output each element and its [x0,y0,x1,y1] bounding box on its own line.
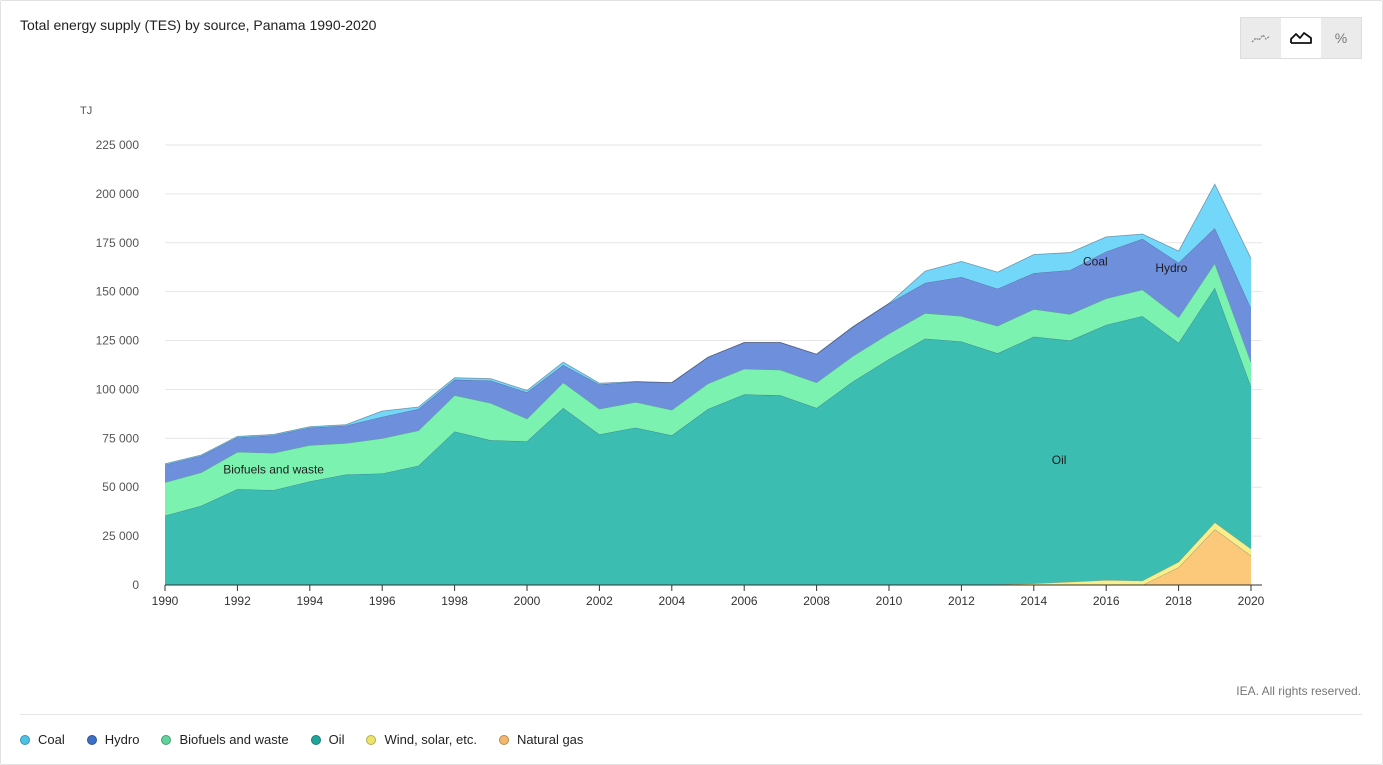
area-series-biofuels-and-waste [165,263,1251,516]
legend: Coal Hydro Biofuels and waste Oil Wind, … [20,732,605,747]
legend-label-natural-gas: Natural gas [516,732,584,747]
y-tick-label: 25 000 [102,529,139,543]
x-tick-label: 2010 [876,594,903,608]
y-tick-label: 175 000 [96,236,140,250]
x-tick-label: 2006 [731,594,758,608]
legend-label-coal: Coal [38,732,65,747]
area-chart-icon [1290,32,1312,44]
legend-label-oil: Oil [328,732,345,747]
legend-swatch-natural-gas [498,734,509,745]
x-tick-label: 1990 [152,594,179,608]
series-annotation: Coal [1083,254,1108,268]
x-tick-label: 1992 [224,594,251,608]
chart-title: Total energy supply (TES) by source, Pan… [20,17,377,33]
x-tick-label: 2020 [1238,594,1265,608]
x-tick-label: 2002 [586,594,613,608]
area-series-hydro [165,228,1251,483]
y-axis-unit-label: TJ [80,105,92,117]
copyright-credit: IEA. All rights reserved. [1236,684,1361,698]
legend-item-hydro[interactable]: Hydro [86,732,140,747]
area-series-oil [165,287,1251,585]
x-tick-label: 2016 [1093,594,1120,608]
area-edge-coal [164,183,1252,465]
area-chart-button[interactable] [1281,18,1321,58]
footer-divider [20,714,1362,715]
series-annotation: Oil [1052,453,1067,467]
legend-label-hydro: Hydro [104,732,140,747]
y-tick-label: 100 000 [96,382,140,396]
x-tick-label: 2014 [1020,594,1047,608]
line-chart-icon [1251,33,1271,43]
y-tick-label: 0 [132,578,139,592]
percent-button[interactable]: % [1321,18,1361,58]
legend-label-biofuels: Biofuels and waste [179,732,289,747]
legend-swatch-oil [310,734,321,745]
percent-icon: % [1334,30,1348,46]
y-tick-label: 200 000 [96,187,140,201]
series-annotation: Biofuels and waste [223,463,324,477]
legend-item-oil[interactable]: Oil [310,732,345,747]
legend-label-wind-solar: Wind, solar, etc. [384,732,477,747]
x-tick-label: 2012 [948,594,975,608]
x-tick-label: 1998 [441,594,468,608]
legend-item-wind-solar[interactable]: Wind, solar, etc. [366,732,477,747]
y-tick-label: 50 000 [102,480,139,494]
legend-swatch-wind-solar [366,734,377,745]
stacked-area-chart: 0 25 000 50 000 75 000 100 000 125 000 150 000… [80,105,1265,608]
y-tick-label: 150 000 [96,285,140,299]
line-chart-button[interactable] [1241,18,1281,58]
x-tick-label: 2004 [658,594,685,608]
x-tick-label: 2018 [1165,594,1192,608]
y-tick-label: 225 000 [96,138,140,152]
legend-item-biofuels[interactable]: Biofuels and waste [161,732,289,747]
y-tick-label: 75 000 [102,431,139,445]
legend-item-coal[interactable]: Coal [20,732,65,747]
x-tick-label: 1994 [296,594,323,608]
x-tick-label: 2008 [803,594,830,608]
legend-swatch-biofuels [161,734,172,745]
y-tick-label: 125 000 [96,334,140,348]
series-annotation: Hydro [1155,261,1187,275]
chart-type-toggle: % [1240,17,1362,59]
legend-swatch-coal [20,734,30,745]
legend-swatch-hydro [86,734,97,745]
x-tick-label: 2000 [514,594,541,608]
x-tick-label: 1996 [369,594,396,608]
legend-item-natural-gas[interactable]: Natural gas [498,732,584,747]
